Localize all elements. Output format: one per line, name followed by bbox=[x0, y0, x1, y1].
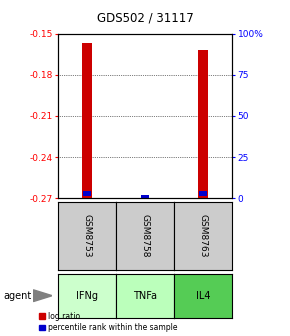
Bar bbox=[198, 50, 208, 198]
Text: GDS502 / 31117: GDS502 / 31117 bbox=[97, 12, 193, 25]
Legend: log ratio, percentile rank within the sample: log ratio, percentile rank within the sa… bbox=[39, 312, 177, 332]
Bar bbox=[83, 191, 91, 196]
Bar bbox=[199, 191, 207, 196]
Text: GSM8758: GSM8758 bbox=[140, 214, 150, 258]
Text: agent: agent bbox=[3, 291, 31, 301]
Polygon shape bbox=[33, 290, 52, 302]
Bar bbox=[82, 43, 92, 198]
Text: IL4: IL4 bbox=[196, 291, 210, 301]
Text: GSM8753: GSM8753 bbox=[82, 214, 92, 258]
Text: IFNg: IFNg bbox=[76, 291, 98, 301]
Text: TNFa: TNFa bbox=[133, 291, 157, 301]
Bar bbox=[141, 195, 149, 200]
Text: GSM8763: GSM8763 bbox=[198, 214, 208, 258]
